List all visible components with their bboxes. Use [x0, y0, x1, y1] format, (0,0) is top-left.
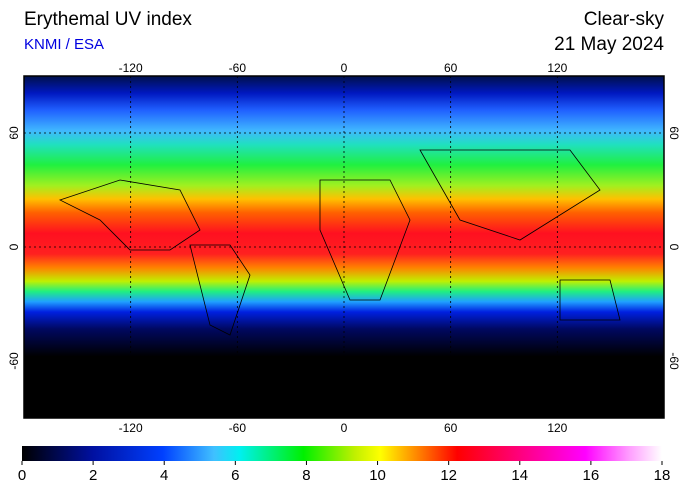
- colorbar-tick-label: 12: [440, 467, 457, 484]
- lat-tick-label: -60: [7, 352, 21, 370]
- colorbar-tick-label: 14: [511, 467, 528, 484]
- date: 21 May 2024: [554, 34, 664, 55]
- lon-tick-label: 0: [341, 421, 348, 435]
- colorbar-tick-label: 10: [369, 467, 386, 484]
- lat-tick-label: 0: [7, 243, 21, 250]
- lon-tick-label: -60: [229, 421, 247, 435]
- colorbar: [22, 446, 662, 461]
- colorbar-tick-label: 8: [302, 467, 310, 484]
- lon-tick-label: -120: [119, 421, 143, 435]
- lon-tick-label: 120: [547, 421, 567, 435]
- source: KNMI / ESA: [24, 36, 104, 53]
- colorbar-tick-label: 0: [18, 467, 26, 484]
- colorbar-tick-label: 18: [654, 467, 671, 484]
- lon-tick-label: -60: [229, 61, 247, 75]
- lon-tick-label: 60: [444, 61, 458, 75]
- coastlines: [58, 149, 621, 336]
- lon-tick-label: 60: [444, 421, 458, 435]
- colorbar-tick-label: 2: [89, 467, 97, 484]
- lon-tick-label: 120: [547, 61, 567, 75]
- lat-tick-label: 60: [7, 126, 21, 140]
- condition: Clear-sky: [584, 9, 665, 30]
- lon-tick-label: -120: [119, 61, 143, 75]
- lat-tick-label: 60: [667, 126, 681, 140]
- title: Erythemal UV index: [24, 9, 192, 30]
- colorbar-tick-label: 16: [583, 467, 600, 484]
- colorbar-tick-label: 4: [160, 467, 168, 484]
- lat-tick-label: 0: [667, 244, 681, 251]
- lon-tick-label: 0: [341, 61, 348, 75]
- colorbar-tick-label: 6: [231, 467, 239, 484]
- lat-tick-label: -60: [667, 352, 681, 370]
